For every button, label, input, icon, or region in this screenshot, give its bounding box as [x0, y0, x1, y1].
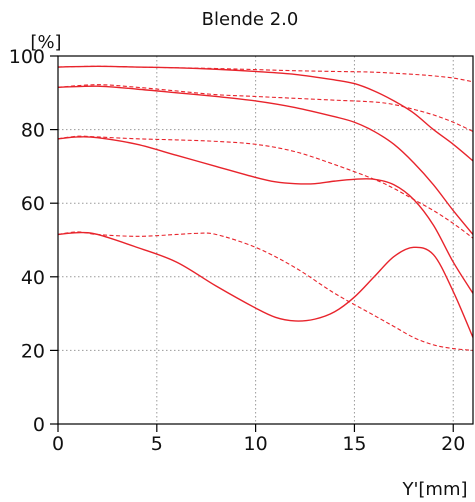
series-line-2-dashed	[57, 65, 474, 83]
y-tick-label: 0	[33, 414, 45, 436]
x-tick-label: 5	[151, 433, 163, 455]
series-line-1-solid	[57, 65, 474, 162]
chart-title: Blende 2.0	[202, 9, 299, 30]
grid	[58, 56, 473, 424]
y-tick-label: 100	[9, 46, 45, 68]
series-line-5-solid	[57, 136, 474, 294]
x-tick-label: 0	[52, 433, 64, 455]
x-tick-label: 15	[342, 433, 366, 455]
tick-marks	[50, 55, 454, 432]
y-tick-label: 20	[21, 340, 45, 362]
tick-labels: 0 20 40 60 80 100 0 5 10 15 20	[9, 46, 466, 455]
y-tick-label: 60	[21, 193, 45, 215]
x-tick-label: 20	[441, 433, 465, 455]
plot-frame	[57, 55, 474, 425]
x-axis-label: Y'[mm]	[401, 479, 467, 500]
series-lines	[57, 65, 474, 351]
series-line-4-dashed	[57, 84, 474, 132]
y-tick-label: 80	[21, 120, 45, 142]
series-line-7-solid	[57, 231, 474, 338]
y-axis-label: [%]	[30, 32, 61, 53]
series-line-8-dashed	[57, 231, 474, 351]
x-tick-label: 10	[244, 433, 268, 455]
series-line-3-solid	[57, 85, 474, 235]
series-line-6-dashed	[57, 135, 474, 239]
y-tick-label: 40	[21, 267, 45, 289]
